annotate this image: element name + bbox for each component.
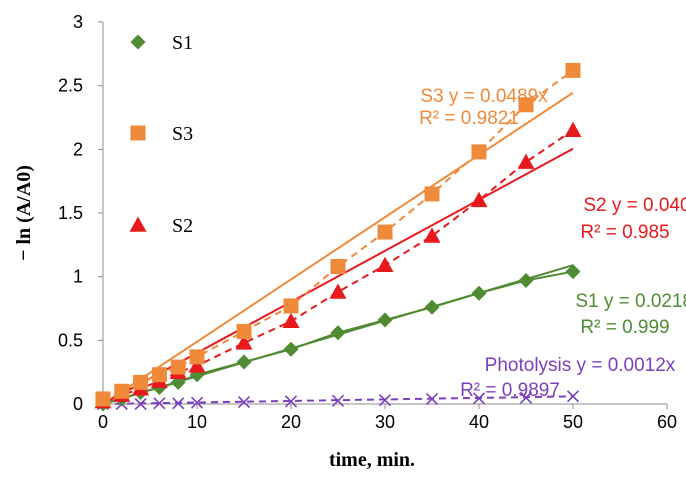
y-axis-title: − ln (A/A0) — [13, 165, 35, 261]
equation-s1: S1 y = 0.0218x — [575, 291, 686, 312]
equation-s2: S2 y = 0.0401x — [583, 195, 686, 216]
legend-marker-s3 — [131, 126, 146, 141]
y-tick-label: 0.5 — [58, 330, 83, 350]
equation-photolysis: Photolysis y = 0.0012x — [485, 355, 676, 376]
data-point-s3 — [472, 144, 487, 159]
data-point-s3 — [152, 367, 167, 382]
data-point-s2 — [330, 283, 347, 298]
x-tick-label: 10 — [187, 412, 207, 432]
data-point-s2 — [518, 154, 535, 169]
data-point-s2 — [565, 122, 582, 137]
r-squared-photolysis: R² = 0.9897 — [460, 380, 560, 401]
data-point-s3 — [133, 375, 148, 390]
data-point-s1 — [472, 286, 487, 301]
data-point-s3 — [96, 391, 111, 406]
data-point-s1 — [519, 273, 534, 288]
legend-label-s2: S2 — [172, 215, 193, 237]
y-tick-label: 1 — [73, 267, 83, 287]
data-point-s3 — [331, 259, 346, 274]
r-squared-s2: R² = 0.985 — [580, 222, 669, 243]
data-point-s2 — [471, 192, 488, 207]
legend-label-s1: S1 — [172, 32, 193, 54]
x-tick-label: 40 — [469, 412, 489, 432]
data-point-s3 — [237, 324, 252, 339]
data-point-s1 — [331, 325, 346, 340]
y-tick-label: 2 — [73, 139, 83, 159]
data-point-s2 — [424, 227, 441, 242]
legend-marker-s2 — [130, 217, 147, 232]
data-point-s3 — [566, 63, 581, 78]
data-point-s2 — [283, 313, 300, 328]
data-point-s1 — [378, 312, 393, 327]
data-point-s3 — [425, 186, 440, 201]
data-point-photolysis — [568, 391, 579, 402]
data-point-s3 — [378, 225, 393, 240]
data-point-s2 — [377, 257, 394, 272]
data-point-photolysis — [173, 398, 184, 409]
x-tick-label: 0 — [98, 412, 108, 432]
x-tick-label: 50 — [563, 412, 583, 432]
x-tick-label: 30 — [375, 412, 395, 432]
data-point-s1 — [284, 342, 299, 357]
data-point-s3 — [284, 298, 299, 313]
data-point-s3 — [171, 360, 186, 375]
y-tick-label: 0 — [73, 394, 83, 414]
x-tick-label: 20 — [281, 412, 301, 432]
r-squared-s3: R² = 0.9821 — [419, 108, 519, 129]
legend-label-s3: S3 — [172, 123, 193, 145]
data-point-s1 — [237, 354, 252, 369]
legend-marker-s1 — [131, 35, 146, 50]
r-squared-s1: R² = 0.999 — [580, 317, 669, 338]
data-point-s1 — [425, 300, 440, 315]
data-point-s3 — [190, 349, 205, 364]
x-tick-label: 60 — [657, 412, 677, 432]
y-tick-label: 1.5 — [58, 203, 83, 223]
equation-s3: S3 y = 0.0489x — [420, 86, 548, 107]
data-point-s3 — [114, 384, 129, 399]
x-axis-title: time, min. — [329, 449, 415, 471]
y-tick-label: 3 — [73, 12, 83, 32]
y-tick-label: 2.5 — [58, 76, 83, 96]
